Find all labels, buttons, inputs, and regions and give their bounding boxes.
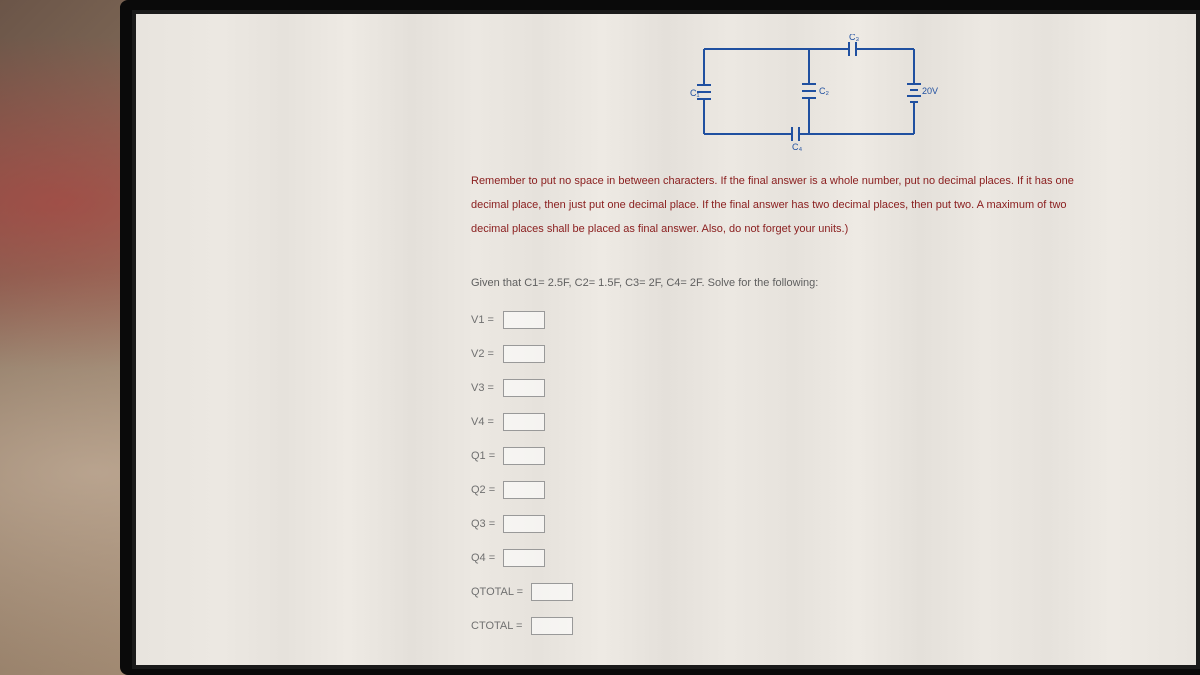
field-row: Q2 = [471, 481, 1156, 499]
answer-fields: V1 = V2 = V3 = V4 = Q1 = Q2 = Q3 = Q4 = QTOTAL =… [471, 311, 1156, 635]
field-label: Q2 = [471, 484, 503, 496]
c2-label: C₂ [819, 86, 829, 96]
answer-input[interactable] [503, 379, 545, 397]
field-label: V2 = [471, 348, 503, 360]
field-label: Q1 = [471, 450, 503, 462]
field-label: V4 = [471, 416, 503, 428]
field-row: Q3 = [471, 515, 1156, 533]
field-label: QTOTAL = [471, 586, 531, 598]
answer-input[interactable] [503, 345, 545, 363]
instruction-line-2: decimal place, then just put one decimal… [471, 193, 1156, 217]
instruction-line-3: decimal places shall be placed as final … [471, 217, 1156, 241]
answer-input[interactable] [503, 413, 545, 431]
field-label: V1 = [471, 314, 503, 326]
monitor-bezel: C₁ C₂ C₃ C₄ 20V Remember to put no space… [120, 0, 1200, 675]
field-label: V3 = [471, 382, 503, 394]
answer-input[interactable] [503, 549, 545, 567]
instructions-block: Remember to put no space in between char… [471, 169, 1156, 242]
field-row: CTOTAL = [471, 617, 1156, 635]
answer-input[interactable] [503, 447, 545, 465]
voltage-label: 20V [922, 86, 938, 96]
field-row: Q4 = [471, 549, 1156, 567]
answer-input[interactable] [503, 311, 545, 329]
field-row: V2 = [471, 345, 1156, 363]
field-row: V4 = [471, 413, 1156, 431]
answer-input[interactable] [531, 583, 573, 601]
field-row: Q1 = [471, 447, 1156, 465]
field-label: Q4 = [471, 552, 503, 564]
c4-label: C₄ [792, 142, 802, 152]
c3-label: C₃ [849, 34, 859, 42]
field-row: QTOTAL = [471, 583, 1156, 601]
instruction-line-1: Remember to put no space in between char… [471, 169, 1156, 193]
field-label: Q3 = [471, 518, 503, 530]
field-row: V1 = [471, 311, 1156, 329]
field-label: CTOTAL = [471, 620, 531, 632]
answer-input[interactable] [503, 515, 545, 533]
field-row: V3 = [471, 379, 1156, 397]
answer-input[interactable] [503, 481, 545, 499]
screen-content: C₁ C₂ C₃ C₄ 20V Remember to put no space… [136, 14, 1196, 665]
c1-label: C₁ [690, 88, 700, 98]
circuit-diagram: C₁ C₂ C₃ C₄ 20V [684, 34, 944, 154]
given-text: Given that C1= 2.5F, C2= 1.5F, C3= 2F, C… [471, 277, 1156, 289]
answer-input[interactable] [531, 617, 573, 635]
